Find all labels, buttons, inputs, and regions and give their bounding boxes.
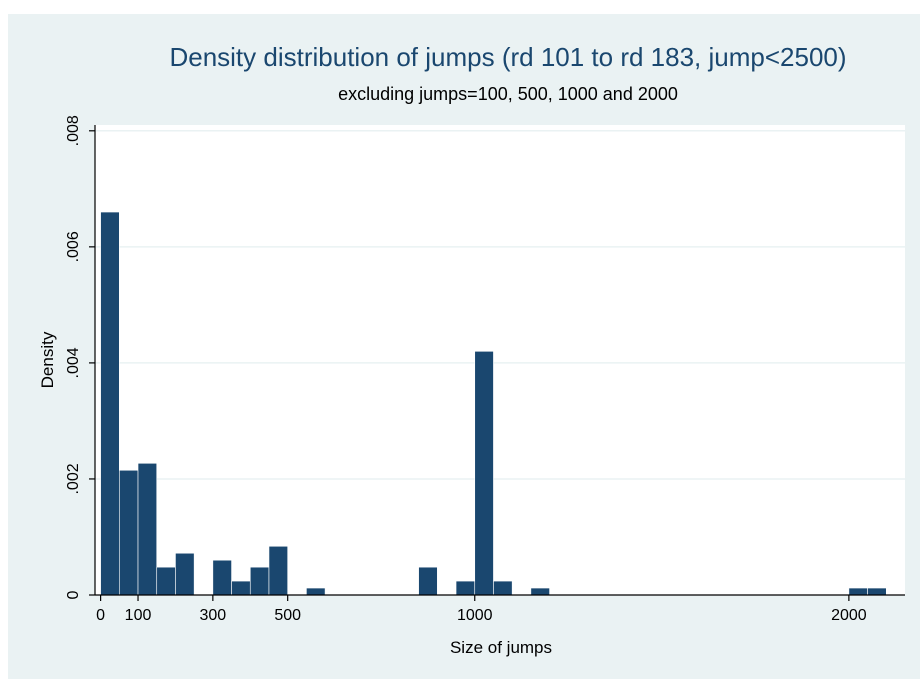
histogram-bar [530,587,550,596]
histogram-bar [306,587,326,596]
grid-lines [95,130,905,480]
y-tick-label: .004 [65,347,82,378]
histogram-bars [100,211,887,596]
axis-ticks: 0 .002 .004 .006 .008 0 100 300 500 1000 2000 [65,115,867,624]
histogram-bar [156,566,176,596]
histogram-bar [175,552,195,596]
x-tick-label: 0 [96,607,105,624]
histogram-bar [867,587,887,596]
y-tick-label: .006 [65,231,82,262]
y-tick-label: .002 [65,463,82,494]
histogram-bar [212,559,232,596]
y-tick-label: .008 [65,115,82,146]
histogram-bar [418,566,438,596]
histogram-bar [100,211,120,596]
x-tick-label: 500 [274,607,301,624]
histogram-bar [249,566,270,596]
x-tick-label: 1000 [457,607,493,624]
chart-title: Density distribution of jumps (rd 101 to… [169,42,846,72]
histogram-bar [268,545,288,596]
chart-subtitle: excluding jumps=100, 500, 1000 and 2000 [338,84,678,104]
chart-figure: 0 .002 .004 .006 .008 0 100 300 500 1000 2000 Dens… [8,14,920,679]
x-tick-label: 2000 [831,607,867,624]
histogram-bar [474,350,494,596]
histogram-chart: 0 .002 .004 .006 .008 0 100 300 500 1000 2000 Dens… [38,42,905,657]
histogram-bar [119,469,139,596]
histogram-bar [231,580,251,596]
histogram-bar [455,580,476,596]
histogram-bar [848,587,868,596]
x-axis-label: Size of jumps [450,638,552,657]
plot-area [95,125,905,595]
histogram-bar [137,462,158,596]
histogram-bar [493,580,513,596]
axes [94,125,905,596]
x-tick-label: 100 [125,607,152,624]
x-tick-label: 300 [200,607,227,624]
y-tick-label: 0 [65,590,82,599]
y-axis-label: Density [38,331,57,388]
